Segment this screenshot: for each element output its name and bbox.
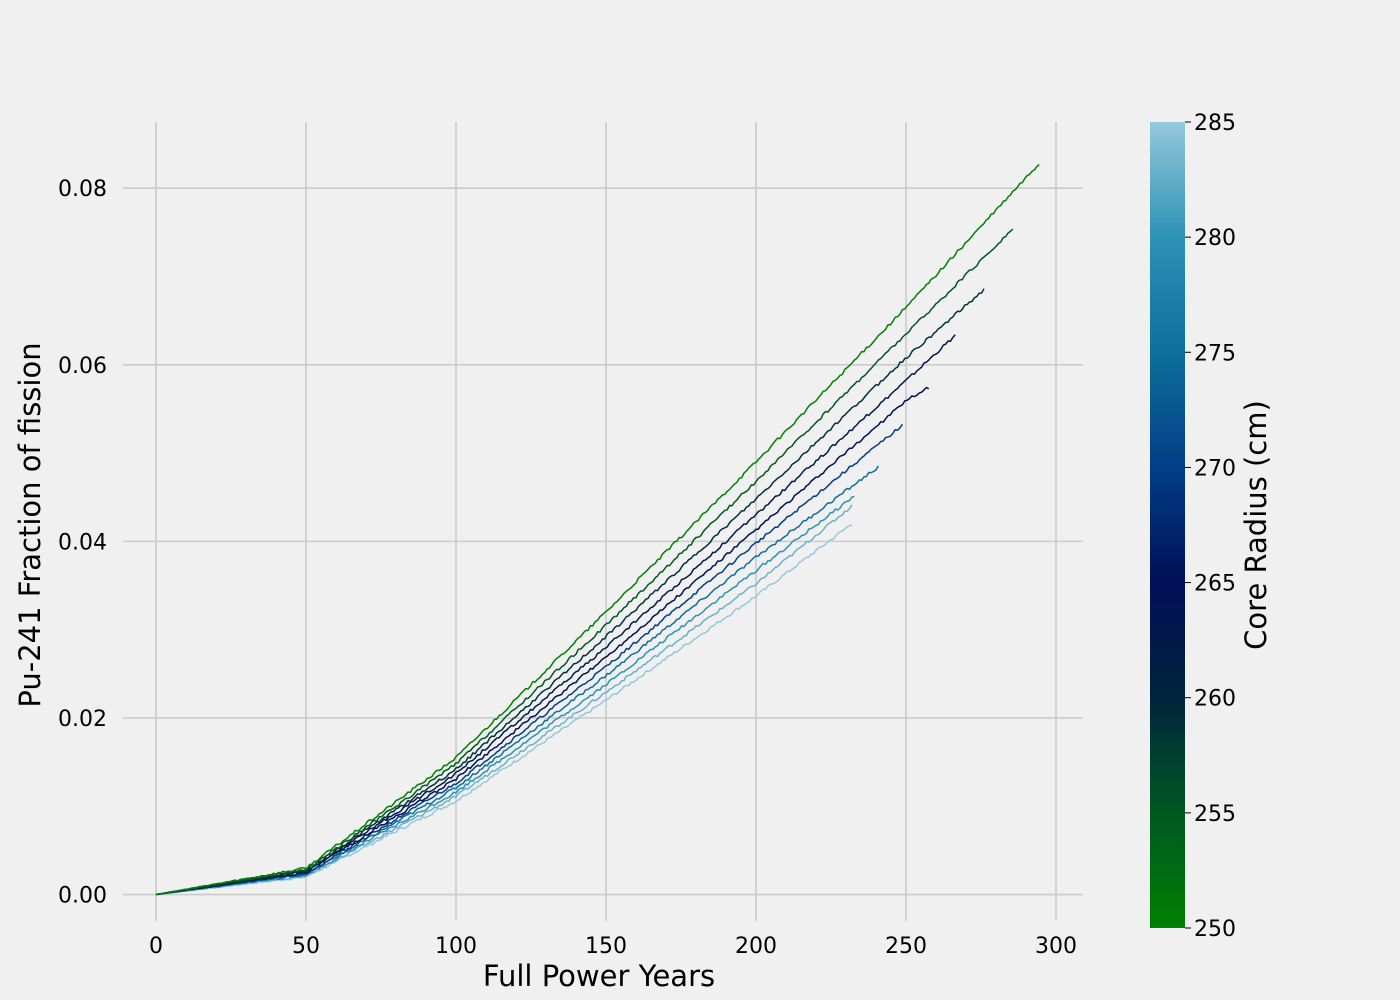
- colorbar-tick-label: 260: [1194, 687, 1236, 712]
- series-line-254: [155, 228, 1014, 896]
- series-line-262: [155, 334, 956, 896]
- axis-ticks: 0 50 100 150 200 250 300 0.00 0.02 0.04 0.06 0.08: [58, 177, 1077, 959]
- colorbar-tick-label: 280: [1194, 226, 1236, 251]
- x-tick-label: 50: [292, 934, 320, 959]
- x-tick-label: 300: [1035, 934, 1077, 959]
- series-line-274: [155, 465, 880, 896]
- colorbar-title: Core Radius (cm): [1239, 400, 1273, 650]
- grid: [123, 122, 1083, 921]
- colorbar-tick-label: 255: [1194, 802, 1236, 827]
- y-tick-label: 0.06: [58, 354, 107, 379]
- colorbar-tick-label: 270: [1194, 456, 1236, 481]
- series-line-258: [155, 288, 985, 896]
- y-tick-label: 0.00: [58, 884, 107, 909]
- x-tick-label: 200: [735, 934, 777, 959]
- series-line-266: [155, 386, 930, 896]
- x-tick-label: 250: [885, 934, 927, 959]
- colorbar-tick-label: 250: [1194, 917, 1236, 942]
- x-tick-label: 0: [149, 934, 163, 959]
- y-tick-label: 0.08: [58, 177, 107, 202]
- x-tick-label: 150: [585, 934, 627, 959]
- colorbar-tick-label: 285: [1194, 111, 1236, 136]
- colorbar-tick-label: 275: [1194, 341, 1236, 366]
- series-line-270: [155, 423, 904, 896]
- plot-area: [155, 163, 1040, 896]
- series-line-282: [155, 504, 853, 896]
- y-tick-label: 0.02: [58, 707, 107, 732]
- colorbar-tick-label: 265: [1194, 572, 1236, 597]
- x-axis-title: Full Power Years: [483, 959, 715, 993]
- y-axis-title: Pu-241 Fraction of fission: [13, 342, 47, 707]
- x-tick-label: 100: [435, 934, 477, 959]
- colorbar-ticks: 250 255 260 265 270 275 280 285: [1185, 111, 1236, 942]
- series-line-278: [155, 495, 855, 896]
- series-line-285: [155, 524, 853, 896]
- y-tick-label: 0.04: [58, 530, 107, 555]
- colorbar-gradient: [1150, 122, 1185, 928]
- series-line-250: [155, 163, 1040, 896]
- colorbar: 250 255 260 265 270 275 280 285 Core Radius (cm…: [1150, 111, 1273, 942]
